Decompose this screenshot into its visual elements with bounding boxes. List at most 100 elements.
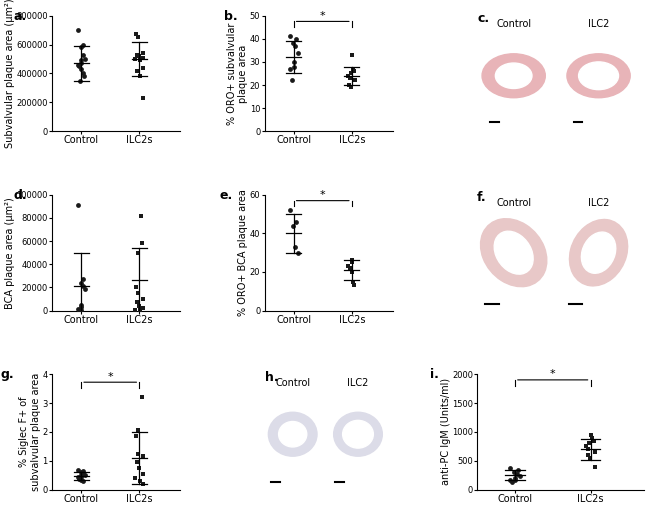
Point (346, 51, 357, 59)
Point (513, 465, 523, 474)
Point (349, 281, 359, 290)
Point (350, 76, 360, 84)
Text: e.: e. (220, 189, 233, 202)
Text: Control: Control (275, 378, 310, 388)
Text: f.: f. (477, 191, 487, 204)
Point (343, 71, 354, 80)
Y-axis label: % Siglec F+ of
subvalvular plaque area: % Siglec F+ of subvalvular plaque area (20, 373, 41, 491)
Text: Control: Control (496, 19, 531, 29)
Point (510, 476, 520, 484)
Point (288, 221, 298, 230)
Point (131, 432, 141, 440)
Point (583, 445, 593, 453)
Point (78, 469, 88, 477)
Point (291, 42, 301, 50)
Point (507, 477, 517, 486)
Text: *: * (320, 11, 326, 21)
Point (133, 33, 143, 42)
Point (510, 474, 521, 482)
Point (585, 454, 595, 462)
Point (138, 304, 148, 313)
Point (135, 306, 146, 315)
Point (134, 52, 144, 60)
Point (515, 472, 525, 480)
Point (132, 51, 142, 59)
Text: Control: Control (496, 199, 531, 208)
Y-axis label: % ORO+ BCA plaque area: % ORO+ BCA plaque area (239, 189, 248, 316)
Point (287, 76, 297, 84)
Point (74, 475, 85, 483)
Circle shape (578, 62, 619, 90)
Point (72, 305, 83, 314)
Point (132, 458, 142, 466)
Y-axis label: BCA plaque area (μm²): BCA plaque area (μm²) (5, 197, 15, 308)
Text: b.: b. (224, 10, 237, 23)
Point (285, 65, 295, 73)
Point (78, 282, 88, 290)
Y-axis label: anti-PC IgM (Units/ml): anti-PC IgM (Units/ml) (441, 378, 450, 486)
Point (75, 43, 86, 52)
Text: d.: d. (14, 189, 27, 202)
Point (135, 477, 146, 485)
Circle shape (279, 421, 307, 447)
Point (79, 72, 89, 81)
Point (289, 58, 299, 66)
Point (72, 26, 83, 34)
Point (347, 256, 358, 265)
Point (75, 468, 86, 477)
Point (137, 49, 148, 57)
Point (130, 55, 140, 63)
Point (76, 473, 86, 481)
Point (80, 284, 90, 293)
Point (132, 298, 142, 306)
Point (130, 306, 140, 314)
Circle shape (333, 412, 382, 456)
Point (138, 64, 148, 72)
Point (137, 295, 148, 303)
Point (76, 471, 86, 479)
Point (135, 56, 146, 65)
Point (587, 433, 597, 442)
Point (133, 289, 143, 297)
Point (345, 74, 356, 82)
Point (78, 467, 88, 475)
Point (349, 67, 359, 76)
Point (78, 40, 88, 48)
Point (72, 201, 83, 209)
Point (346, 69, 356, 78)
Point (344, 81, 355, 89)
Point (346, 83, 357, 92)
Point (78, 275, 88, 283)
Point (343, 262, 354, 270)
Ellipse shape (569, 219, 628, 286)
Point (138, 53, 148, 61)
Point (76, 301, 86, 309)
Point (76, 56, 86, 65)
Point (590, 463, 601, 471)
Point (348, 65, 359, 73)
Point (348, 277, 359, 286)
Point (72, 473, 83, 481)
Text: *: * (550, 369, 556, 379)
Point (285, 32, 295, 41)
Text: ILC2: ILC2 (347, 378, 369, 388)
Point (78, 51, 88, 59)
Point (346, 258, 357, 266)
Text: *: * (107, 371, 113, 381)
Point (76, 303, 86, 311)
Point (580, 442, 591, 451)
Point (584, 439, 595, 448)
Point (131, 30, 141, 39)
Point (76, 65, 86, 73)
Point (137, 94, 148, 102)
Text: *: * (320, 190, 326, 200)
Text: a.: a. (14, 10, 27, 23)
Point (75, 77, 85, 85)
Point (130, 474, 140, 482)
Point (134, 302, 144, 310)
Circle shape (567, 54, 630, 98)
Point (134, 464, 144, 472)
Text: c.: c. (477, 12, 489, 25)
Point (72, 60, 83, 69)
Ellipse shape (581, 232, 616, 274)
